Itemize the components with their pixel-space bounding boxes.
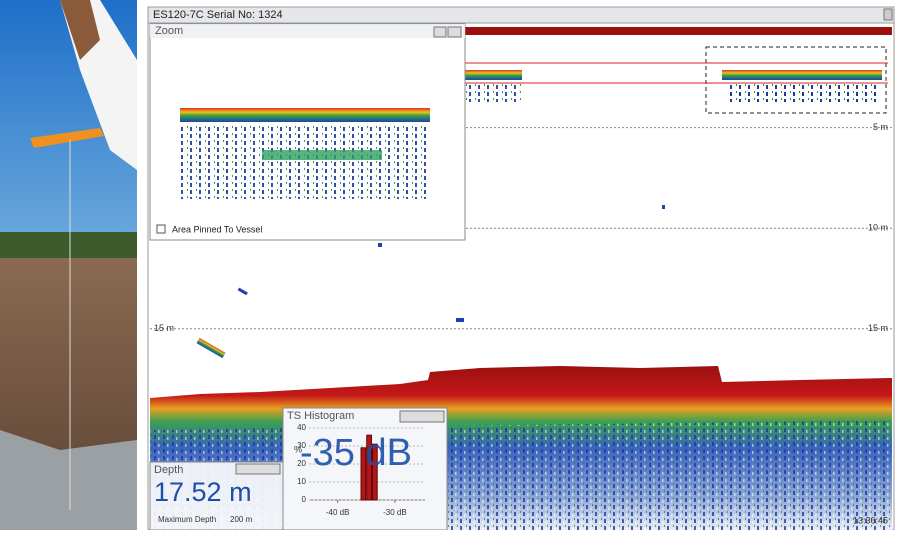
depth-title: Depth	[154, 464, 183, 476]
y-tick-label: 40	[297, 423, 306, 432]
window-title: ES120-7C Serial No: 1324	[153, 9, 283, 21]
max-depth-value: 200 m	[230, 515, 253, 524]
y-tick-label: 0	[302, 495, 307, 504]
y-tick-label: 10	[297, 477, 306, 486]
zoom-title: Zoom	[155, 25, 183, 37]
zoom-option: Area Pinned To Vessel	[172, 224, 262, 234]
depth-label: 5 m	[873, 122, 888, 132]
checkbox[interactable]	[157, 225, 165, 233]
ts-reading: -35 dB	[300, 432, 412, 474]
depth-label: 15 m	[868, 323, 888, 333]
depth-window: Depth 17.52 m Maximum Depth 200 m	[150, 462, 283, 530]
window-button[interactable]	[884, 9, 892, 20]
histogram-title: TS Histogram	[287, 410, 354, 422]
minimize-button[interactable]	[434, 27, 446, 37]
depth-label-left: 15 m	[154, 323, 174, 333]
window-buttons[interactable]	[236, 464, 280, 474]
window-buttons[interactable]	[400, 411, 444, 422]
depth-value: 17.52 m	[154, 477, 252, 507]
depth-label: 10 m	[868, 223, 888, 233]
close-button[interactable]	[448, 27, 461, 37]
screen: ES120-7C Serial No: 1324 5 m5 m10 m10 m1…	[0, 0, 897, 530]
x-tick-label: -40 dB	[326, 508, 350, 517]
photo	[0, 0, 137, 530]
zoom-window: Zoom Area Pinned To Vessel	[150, 24, 465, 240]
time-label: 13:36:45	[853, 515, 888, 525]
max-depth-label: Maximum Depth	[158, 515, 216, 524]
x-tick-label: -30 dB	[383, 508, 407, 517]
